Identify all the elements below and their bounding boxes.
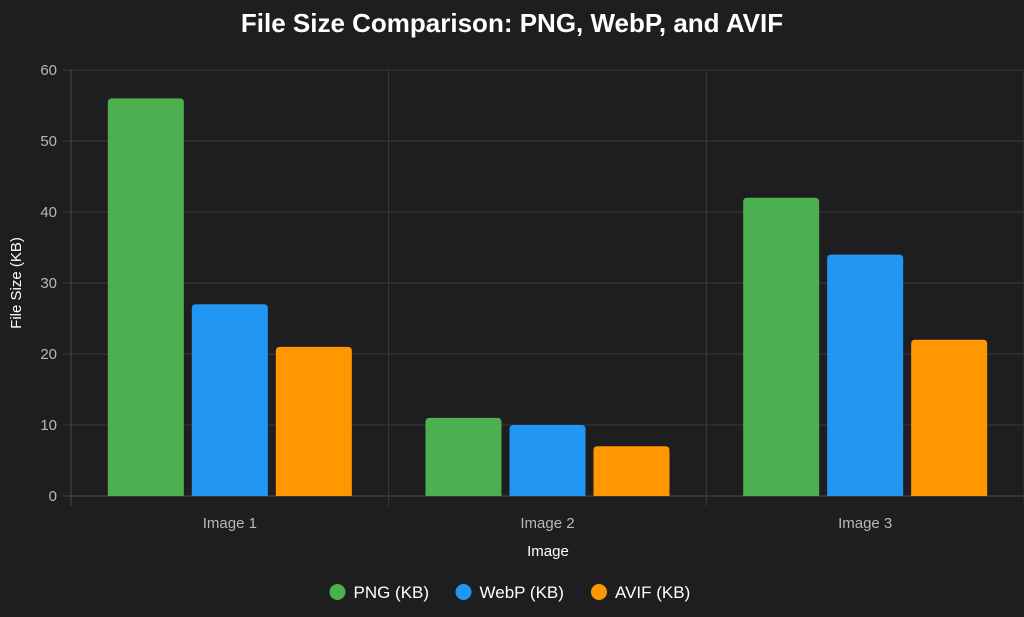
bar-avif-image-3[interactable] — [911, 339, 988, 496]
legend-item-avif[interactable]: AVIF (KB) — [591, 583, 690, 602]
legend-label: WebP (KB) — [480, 583, 564, 602]
y-tick-label: 0 — [49, 488, 57, 505]
bar-webp-image-3[interactable] — [827, 254, 904, 496]
bar-png-image-1[interactable] — [107, 98, 184, 497]
legend-label: PNG (KB) — [354, 583, 430, 602]
y-tick-label: 30 — [40, 275, 57, 292]
axis-layer: 0 10 20 30 40 50 60 Image 1 Image 2 Image 3 — [40, 62, 892, 532]
y-tick-label: 40 — [40, 204, 57, 221]
bar-png-image-3[interactable] — [743, 197, 820, 497]
legend-label: AVIF (KB) — [615, 583, 690, 602]
legend-swatch — [591, 584, 607, 600]
x-tick-label: Image 1 — [203, 515, 257, 532]
chart-title: File Size Comparison: PNG, WebP, and AVI… — [241, 8, 783, 38]
bar-avif-image-2[interactable] — [593, 446, 670, 496]
legend-swatch — [455, 584, 472, 600]
legend-item-png[interactable]: PNG (KB) — [329, 583, 430, 602]
x-tick-label: Image 2 — [520, 515, 574, 532]
y-tick-label: 60 — [40, 62, 57, 79]
y-tick-label: 50 — [40, 133, 57, 150]
y-tick-label: 20 — [40, 346, 57, 363]
bar-webp-image-1[interactable] — [191, 304, 268, 496]
bar-avif-image-1[interactable] — [275, 346, 352, 496]
legend: PNG (KB) WebP (KB) AVIF (KB) — [329, 583, 690, 602]
x-axis-title: Image — [527, 543, 569, 560]
bar-webp-image-2[interactable] — [509, 425, 586, 496]
x-tick-label: Image 3 — [838, 515, 892, 532]
y-axis-title: File Size (KB) — [8, 237, 25, 329]
bars-layer — [107, 98, 988, 497]
legend-item-webp[interactable]: WebP (KB) — [455, 583, 564, 602]
y-tick-label: 10 — [40, 417, 57, 434]
bar-png-image-2[interactable] — [425, 417, 502, 496]
legend-swatch — [329, 584, 346, 600]
